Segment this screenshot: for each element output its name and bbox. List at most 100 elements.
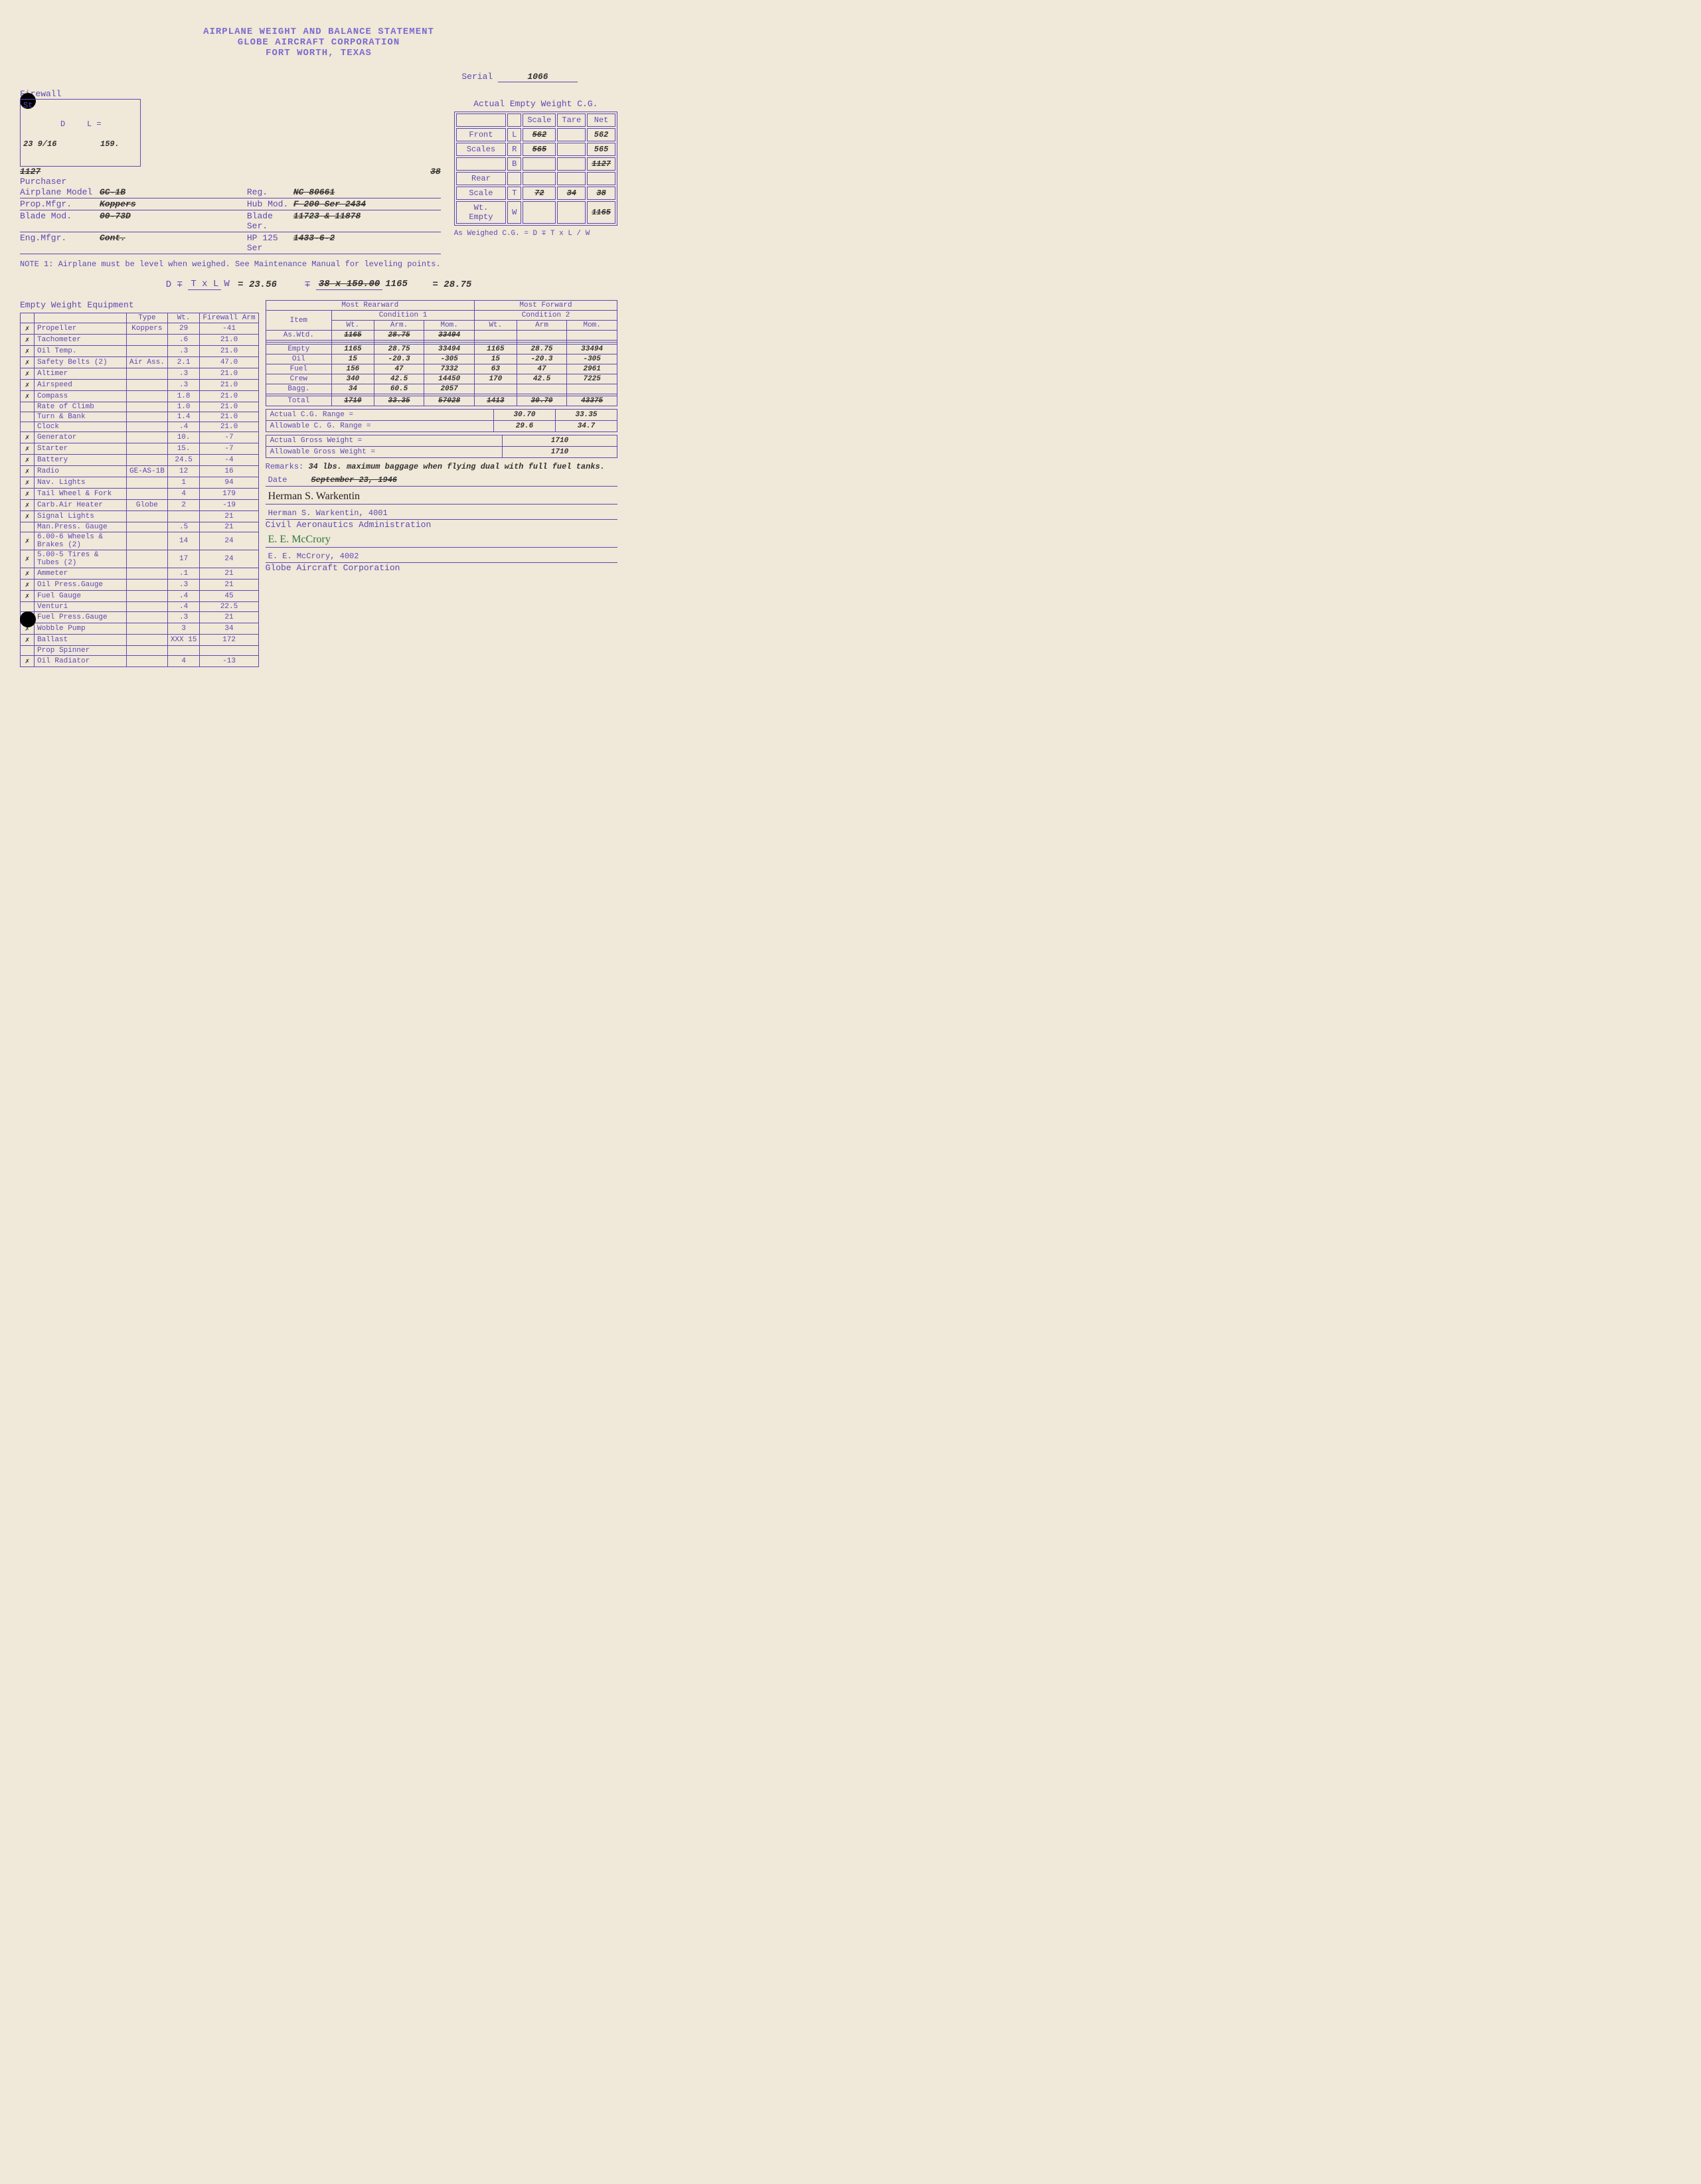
equip-cell: 47.0 <box>200 357 258 368</box>
equip-cell: 4 <box>167 489 200 500</box>
equip-cell: -4 <box>200 455 258 466</box>
cg-value-cell: -305 <box>567 354 617 364</box>
equip-cell: 21.0 <box>200 368 258 380</box>
cg-value-cell: 63 <box>475 364 517 374</box>
cg-value-cell: 43375 <box>567 396 617 406</box>
l-label: L = <box>87 119 102 129</box>
equip-cell <box>127 412 168 422</box>
equip-cell: 3 <box>167 623 200 635</box>
cg-cell: 565 <box>587 143 615 156</box>
equip-cell: .5 <box>167 522 200 532</box>
cg-sub-col: Mom. <box>567 321 617 331</box>
equip-cell <box>127 489 168 500</box>
actual-cg-table: ScaleTareNet FrontL562562ScalesR565565B1… <box>454 112 617 226</box>
cg-cond-row: Empty116528.7533494116528.7533494 <box>266 345 617 354</box>
equip-cell: Generator <box>35 432 127 443</box>
cg-value-cell: 2057 <box>424 384 475 394</box>
equip-cell: 24 <box>200 550 258 568</box>
cg-sub-col: Arm <box>517 321 567 331</box>
equip-cell <box>127 432 168 443</box>
cg-cell <box>587 172 615 185</box>
equip-cell: Fuel Press.Gauge <box>35 612 127 623</box>
equip-cell: .4 <box>167 591 200 602</box>
equip-row: ✗Battery24.5-4 <box>21 455 259 466</box>
cg-cell: 34 <box>557 187 586 200</box>
equip-cell <box>21 646 35 656</box>
cg-col-header: Tare <box>557 114 586 127</box>
model-row: Eng.Mfgr.Cont.HP 125 Ser1433-6-2 <box>20 232 441 254</box>
cg-value-cell: 156 <box>332 364 374 374</box>
equip-cell <box>127 346 168 357</box>
sig2-org: Globe Aircraft Corporation <box>266 563 617 573</box>
equip-cell: 21 <box>200 580 258 591</box>
equip-cell: Venturi <box>35 602 127 612</box>
cg-value-cell: 14450 <box>424 374 475 384</box>
cond1-label: Condition 1 <box>332 311 475 321</box>
equip-row: ✗Airspeed.321.0 <box>21 380 259 391</box>
equip-cell: 45 <box>200 591 258 602</box>
equip-cell: Wobble Pump <box>35 623 127 635</box>
equip-cell: 5.00-5 Tires & Tubes (2) <box>35 550 127 568</box>
cg-value-cell: 28.75 <box>374 345 424 354</box>
equip-cell: ✗ <box>21 357 35 368</box>
equip-cell: 16 <box>200 466 258 477</box>
range-row: Actual C.G. Range =30.7033.35 <box>266 410 617 421</box>
equip-cell: ✗ <box>21 432 35 443</box>
cg-item-cell: Fuel <box>266 364 331 374</box>
equip-cell: 2.1 <box>167 357 200 368</box>
equip-cell: ✗ <box>21 368 35 380</box>
signature-2: E. E. McCrory <box>266 532 617 548</box>
equip-cell <box>127 455 168 466</box>
cg-cell: 1165 <box>587 201 615 224</box>
equip-cell: ✗ <box>21 656 35 667</box>
equip-cell: Rate of Climb <box>35 402 127 412</box>
frac2-den: 1165 <box>382 279 410 289</box>
cg-row: ScaleT723438 <box>456 187 615 200</box>
equip-row: ✗Safety Belts (2)Air Ass.2.147.0 <box>21 357 259 368</box>
serial-row: Serial 1066 <box>20 72 578 82</box>
cg-sub-col: Wt. <box>332 321 374 331</box>
cg-sub-col: Wt. <box>475 321 517 331</box>
cg-value-cell: -20.3 <box>517 354 567 364</box>
equip-cell: 21.0 <box>200 380 258 391</box>
cg-value-cell <box>475 384 517 394</box>
equip-cell: XXX 15 <box>167 635 200 646</box>
cg-value-cell: 340 <box>332 374 374 384</box>
equip-cell: .3 <box>167 580 200 591</box>
date-line: Date September 23, 1946 <box>266 474 617 487</box>
equip-cell: 15. <box>167 443 200 455</box>
equip-cell: ✗ <box>21 466 35 477</box>
cg-cell <box>557 143 586 156</box>
equip-cell <box>127 591 168 602</box>
equip-cell <box>167 646 200 656</box>
cg-value-cell: 33494 <box>567 345 617 354</box>
equip-cell: Clock <box>35 422 127 432</box>
equip-cell: ✗ <box>21 580 35 591</box>
val-1127: 1127 <box>20 167 40 177</box>
cg-value-cell <box>567 384 617 394</box>
equip-cell: Altimer <box>35 368 127 380</box>
equip-cell: ✗ <box>21 591 35 602</box>
equip-cell: ✗ <box>21 455 35 466</box>
equip-row: ✗Starter15.-7 <box>21 443 259 455</box>
cg-cell: R <box>507 143 521 156</box>
equip-row: ✗Oil Press.Gauge.321 <box>21 580 259 591</box>
cg-cell <box>456 157 506 171</box>
cg-row: Wt. EmptyW1165 <box>456 201 615 224</box>
equip-cell: ✗ <box>21 391 35 402</box>
equip-row: Rate of Climb1.021.0 <box>21 402 259 412</box>
equip-cell: -19 <box>200 500 258 511</box>
cg-row: Rear <box>456 172 615 185</box>
d-label: D <box>60 119 65 129</box>
cg-cond-row: Total171033.3557028141330.7043375 <box>266 396 617 406</box>
cg-cell <box>557 157 586 171</box>
equip-cell: 21 <box>200 612 258 623</box>
equip-row: ✗Wobble Pump334 <box>21 623 259 635</box>
sig2-name: E. E. McCrory, 4002 <box>266 550 617 563</box>
equip-cell: Starter <box>35 443 127 455</box>
model-row: Airplane ModelGC-1BReg.NC 80661 <box>20 187 441 198</box>
header-line1: AIRPLANE WEIGHT AND BALANCE STATEMENT <box>20 27 617 37</box>
cg-value-cell: 2961 <box>567 364 617 374</box>
date-value: September 23, 1946 <box>311 475 397 485</box>
equip-cell: -7 <box>200 443 258 455</box>
